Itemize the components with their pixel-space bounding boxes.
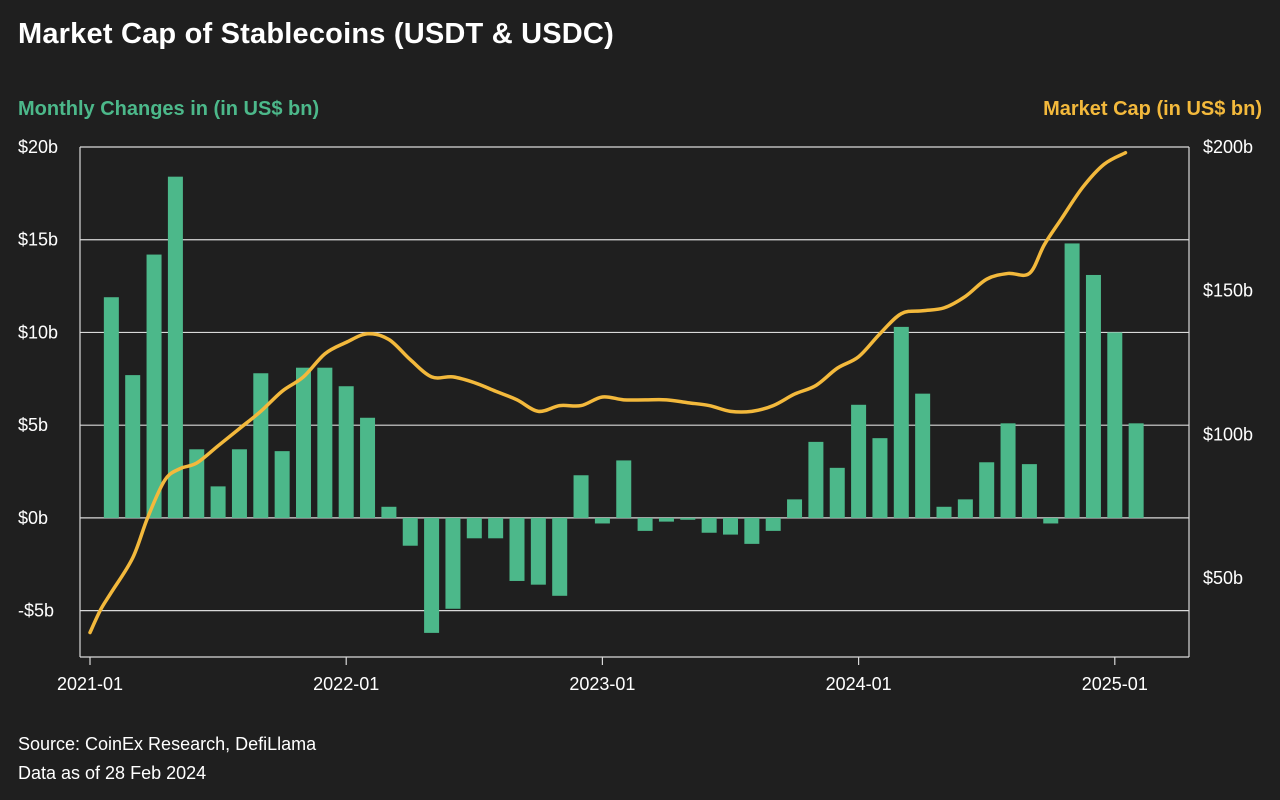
bar bbox=[338, 386, 354, 518]
bar bbox=[701, 517, 717, 533]
bar bbox=[274, 451, 290, 518]
bar bbox=[1021, 464, 1037, 518]
chart-title: Market Cap of Stablecoins (USDT & USDC) bbox=[18, 18, 614, 50]
right-tick-label: $50b bbox=[1203, 568, 1243, 588]
bar-layer bbox=[103, 176, 1144, 633]
bar bbox=[1043, 517, 1059, 524]
left-tick-label: $20b bbox=[18, 137, 58, 157]
bar bbox=[509, 517, 525, 581]
bar bbox=[1000, 423, 1016, 518]
bar bbox=[103, 297, 119, 518]
market-cap-line bbox=[88, 150, 1128, 635]
right-tick-label: $150b bbox=[1203, 281, 1253, 301]
bar bbox=[979, 462, 995, 518]
left-axis-title: Monthly Changes in (in US$ bn) bbox=[18, 98, 320, 120]
x-tick-label: 2023-01 bbox=[569, 674, 635, 694]
left-tick-label: $15b bbox=[18, 230, 58, 250]
left-tick-label: $5b bbox=[18, 415, 48, 435]
bar bbox=[680, 517, 696, 520]
bar bbox=[360, 417, 376, 518]
bar bbox=[466, 517, 482, 539]
bar bbox=[893, 326, 909, 518]
x-tick-label: 2024-01 bbox=[826, 674, 892, 694]
bar bbox=[658, 517, 674, 522]
bar bbox=[1064, 243, 1080, 518]
bar bbox=[530, 517, 546, 585]
left-tick-label: $10b bbox=[18, 322, 58, 342]
bar bbox=[1128, 423, 1144, 518]
axis-layer: $20b $15b $10b $5b $0b -$5b $200b $150b $100b $50… bbox=[18, 137, 1253, 694]
bar bbox=[808, 441, 824, 518]
bar bbox=[872, 438, 888, 518]
bar bbox=[1085, 274, 1101, 518]
left-tick-label: $0b bbox=[18, 508, 48, 528]
bar bbox=[787, 499, 803, 518]
right-tick-label: $200b bbox=[1203, 137, 1253, 157]
bar bbox=[851, 404, 867, 518]
bar bbox=[594, 517, 610, 524]
right-axis-title: Market Cap (in US$ bn) bbox=[1043, 98, 1262, 120]
bar bbox=[424, 517, 440, 633]
bar bbox=[231, 449, 247, 518]
bar bbox=[296, 367, 311, 518]
bar bbox=[167, 176, 183, 518]
bar bbox=[957, 499, 973, 518]
bar bbox=[552, 517, 568, 596]
bar bbox=[488, 517, 504, 539]
bar bbox=[445, 517, 461, 609]
bar bbox=[573, 475, 589, 518]
bar bbox=[381, 506, 397, 518]
x-tick-label: 2022-01 bbox=[313, 674, 379, 694]
bar bbox=[765, 517, 781, 531]
bar bbox=[723, 517, 738, 535]
bar bbox=[146, 254, 162, 518]
bar bbox=[402, 517, 418, 546]
bar bbox=[210, 486, 226, 518]
bar bbox=[616, 460, 632, 518]
left-tick-label: -$5b bbox=[18, 601, 54, 621]
source-note: Source: CoinEx Research, DefiLlama bbox=[18, 734, 317, 754]
grid-layer bbox=[80, 146, 1189, 612]
bar bbox=[829, 467, 845, 518]
bar bbox=[936, 506, 952, 518]
data-date-note: Data as of 28 Feb 2024 bbox=[18, 763, 207, 783]
bar bbox=[1107, 332, 1123, 518]
line-layer bbox=[88, 150, 1128, 635]
bar bbox=[744, 517, 760, 544]
bar bbox=[253, 373, 269, 518]
bar bbox=[125, 375, 141, 518]
x-tick-label: 2025-01 bbox=[1082, 674, 1148, 694]
x-tick-label: 2021-01 bbox=[57, 674, 123, 694]
bar bbox=[317, 367, 333, 518]
bar bbox=[915, 393, 931, 518]
right-tick-label: $100b bbox=[1203, 424, 1253, 444]
footer: Source: CoinEx Research, DefiLlama Data … bbox=[18, 730, 316, 788]
bar bbox=[637, 517, 653, 531]
